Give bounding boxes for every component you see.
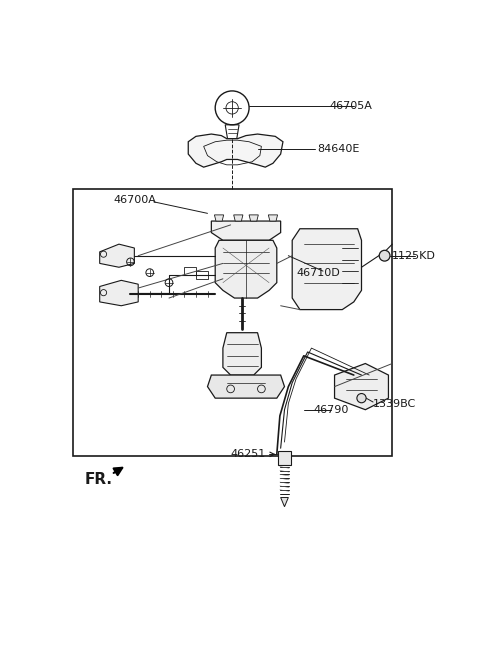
Circle shape	[379, 250, 390, 261]
Polygon shape	[100, 280, 138, 306]
Polygon shape	[268, 215, 277, 221]
Polygon shape	[335, 364, 388, 409]
Text: 46251: 46251	[230, 449, 266, 459]
Bar	[196, 271, 207, 279]
Polygon shape	[215, 240, 277, 298]
Text: 46710D: 46710D	[296, 268, 340, 278]
Polygon shape	[207, 375, 285, 398]
Circle shape	[357, 394, 366, 403]
Text: 1125KD: 1125KD	[392, 251, 436, 261]
Polygon shape	[211, 221, 281, 240]
Polygon shape	[100, 244, 134, 267]
Polygon shape	[281, 498, 288, 507]
Text: FR.: FR.	[84, 472, 112, 487]
Polygon shape	[234, 215, 243, 221]
Polygon shape	[292, 229, 361, 310]
Polygon shape	[278, 451, 291, 465]
Polygon shape	[215, 215, 224, 221]
Polygon shape	[249, 215, 258, 221]
Polygon shape	[223, 333, 262, 375]
Text: 1339BC: 1339BC	[373, 400, 416, 409]
Bar	[73, 189, 392, 456]
Text: 46705A: 46705A	[329, 102, 372, 111]
Polygon shape	[188, 134, 283, 167]
Text: 46700A: 46700A	[114, 195, 156, 205]
Text: 46790: 46790	[314, 405, 349, 415]
Text: 84640E: 84640E	[317, 145, 359, 155]
Bar	[184, 267, 196, 275]
